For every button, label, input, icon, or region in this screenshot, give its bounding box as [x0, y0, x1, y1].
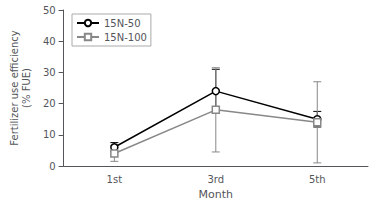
svg-text:15N-100: 15N-100 — [104, 32, 147, 43]
svg-text:0: 0 — [49, 161, 55, 172]
svg-text:50: 50 — [43, 5, 56, 16]
svg-text:Month: Month — [199, 188, 234, 201]
svg-text:15N-50: 15N-50 — [104, 18, 141, 29]
svg-text:5th: 5th — [309, 174, 326, 185]
svg-text:Fertilizer use efficiency: Fertilizer use efficiency — [9, 30, 20, 145]
svg-text:20: 20 — [43, 98, 56, 109]
svg-text:1st: 1st — [107, 174, 123, 185]
svg-text:30: 30 — [43, 67, 56, 78]
svg-text:40: 40 — [43, 36, 56, 47]
svg-text:(% FUE): (% FUE) — [21, 68, 32, 108]
svg-text:10: 10 — [43, 129, 56, 140]
svg-text:3rd: 3rd — [207, 174, 224, 185]
